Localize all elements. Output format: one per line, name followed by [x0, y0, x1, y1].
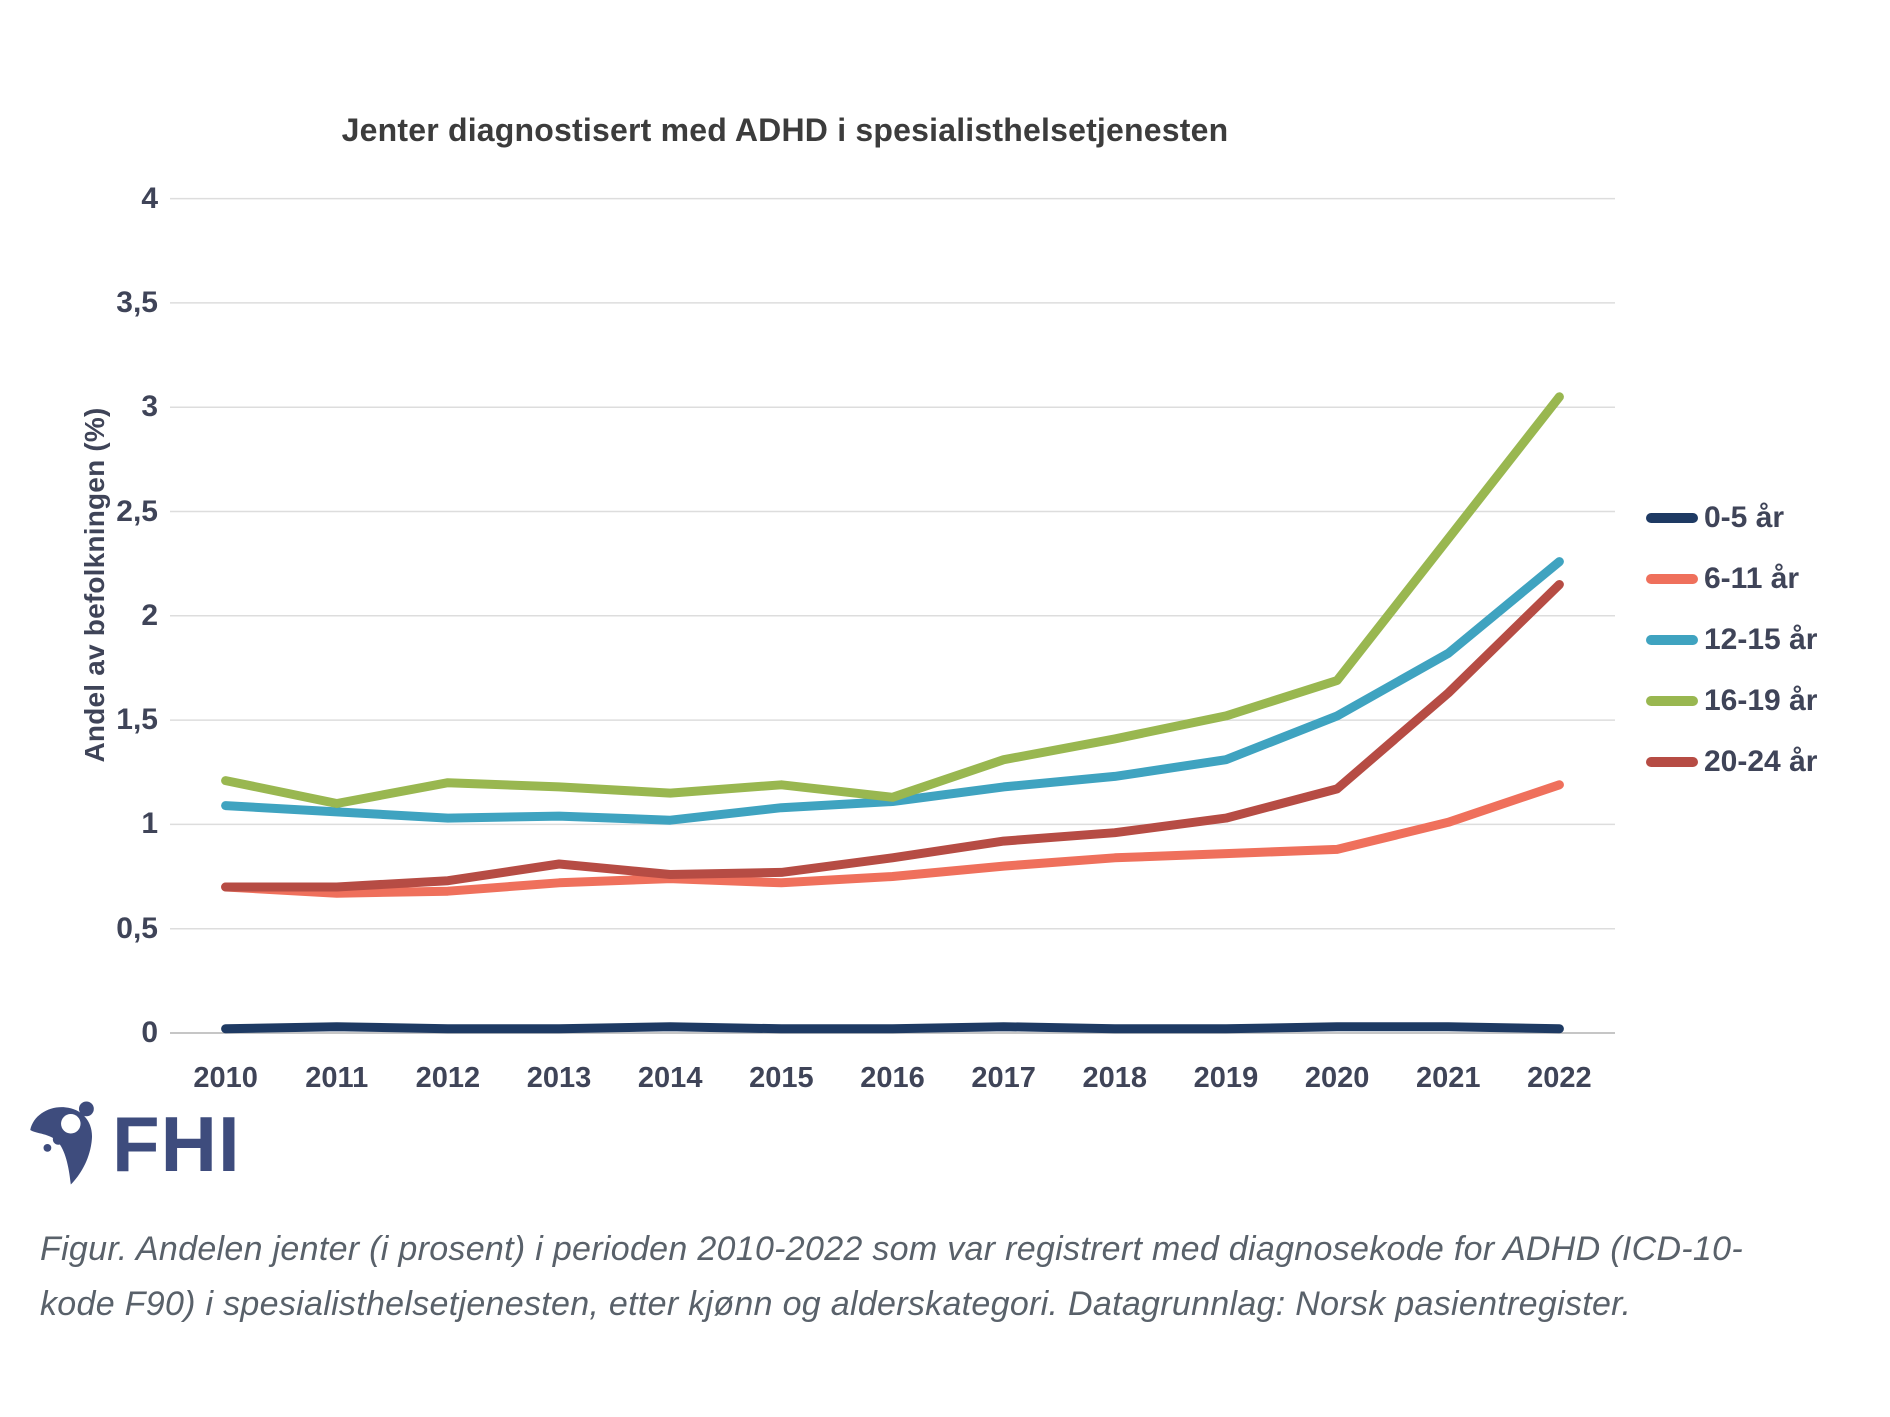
legend-swatch — [1646, 574, 1698, 584]
x-tick-label-2021: 2021 — [1415, 1062, 1481, 1094]
fhi-logo: FHI — [24, 1100, 241, 1188]
x-tick-label-2014: 2014 — [637, 1062, 703, 1094]
legend-swatch — [1646, 513, 1698, 523]
figure-caption-line-2: kode F90) i spesialisthelsetjenesten, et… — [40, 1285, 1632, 1323]
legend: 0-5 år 6-11 år 12-15 år 16-19 år 20-24 år — [1646, 498, 1817, 803]
y-axis-title: Andel av befolkningen (%) — [79, 407, 110, 763]
x-tick-label-2020: 2020 — [1304, 1062, 1370, 1094]
y-tick-label-3,5: 3,5 — [116, 285, 158, 319]
y-tick-label-4: 4 — [141, 181, 158, 215]
figure-caption: Figur. Andelen jenter (i prosent) i peri… — [40, 1222, 1860, 1332]
legend-item-6-11-år: 6-11 år — [1646, 559, 1817, 599]
x-tick-label-2011: 2011 — [305, 1062, 369, 1094]
x-tick-label-2012: 2012 — [415, 1062, 481, 1094]
figure-caption-line-1: Figur. Andelen jenter (i prosent) i peri… — [40, 1230, 1743, 1268]
x-tick-label-2015: 2015 — [749, 1062, 814, 1094]
x-tick-label-2017: 2017 — [971, 1062, 1036, 1094]
x-tick-label-2016: 2016 — [860, 1062, 925, 1094]
legend-label: 12-15 år — [1704, 623, 1818, 656]
legend-label: 20-24 år — [1704, 745, 1818, 778]
x-tick-label-2022: 2022 — [1527, 1062, 1592, 1094]
legend-label: 6-11 år — [1704, 562, 1800, 595]
y-tick-label-3: 3 — [141, 390, 158, 424]
x-tick-label-2010: 2010 — [193, 1062, 258, 1094]
chart-title: Jenter diagnostisert med ADHD i spesiali… — [341, 112, 1229, 148]
x-tick-label-2018: 2018 — [1082, 1062, 1148, 1094]
fhi-logo-text: FHI — [112, 1100, 241, 1188]
y-tick-label-0: 0 — [141, 1016, 158, 1049]
fhi-logo-icon — [30, 1101, 94, 1185]
legend-label: 16-19 år — [1704, 684, 1818, 717]
series-line-12-15-år — [221, 557, 1564, 825]
series-line-0-5-år — [221, 1022, 1564, 1034]
series-line-16-19-år — [221, 392, 1564, 808]
y-tick-label-0,5: 0,5 — [116, 911, 158, 945]
series-line-20-24-år — [221, 580, 1564, 892]
legend-item-0-5-år: 0-5 år — [1646, 498, 1817, 538]
legend-item-20-24-år: 20-24 år — [1646, 742, 1817, 782]
legend-swatch — [1646, 696, 1698, 706]
legend-label: 0-5 år — [1704, 501, 1785, 534]
legend-item-12-15-år: 12-15 år — [1646, 620, 1817, 660]
y-tick-label-2,5: 2,5 — [116, 494, 158, 528]
legend-swatch — [1646, 757, 1698, 767]
x-tick-label-2013: 2013 — [526, 1062, 592, 1094]
series-line-6-11-år — [221, 780, 1564, 898]
x-tick-label-2019: 2019 — [1193, 1062, 1259, 1094]
plot-area — [170, 197, 1615, 1034]
y-tick-label-1,5: 1,5 — [116, 703, 158, 737]
y-tick-label-2: 2 — [141, 598, 158, 632]
y-tick-label-1: 1 — [141, 807, 158, 841]
legend-item-16-19-år: 16-19 år — [1646, 681, 1817, 721]
legend-swatch — [1646, 635, 1698, 645]
